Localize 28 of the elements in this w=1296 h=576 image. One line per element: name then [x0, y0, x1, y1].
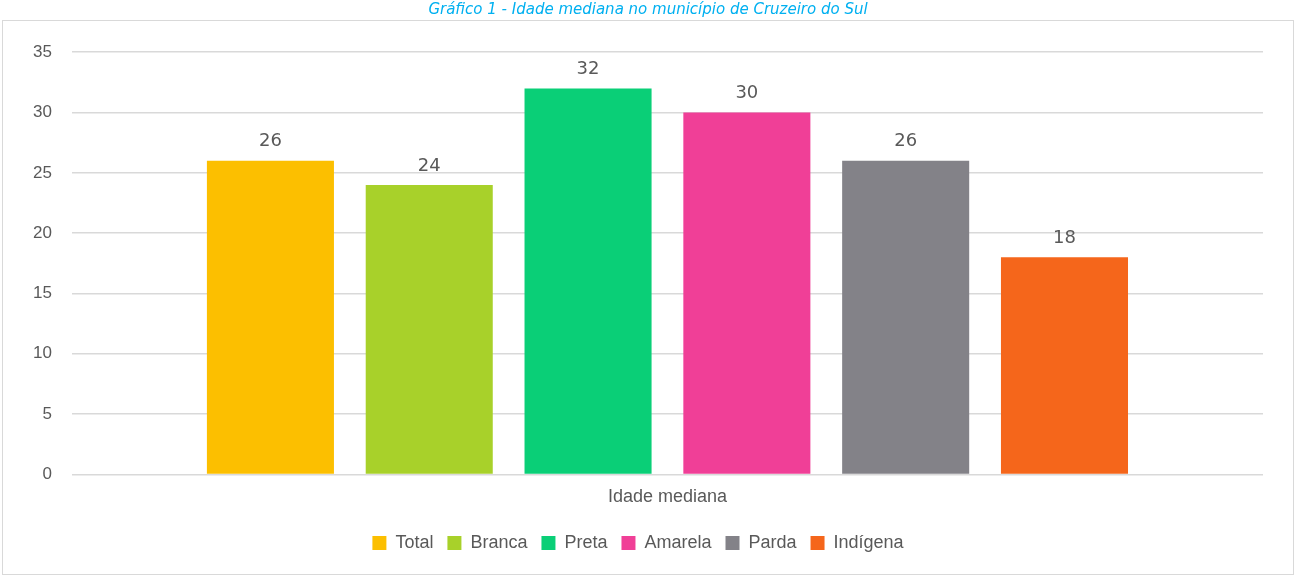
- bar: [365, 184, 493, 474]
- data-label: 26: [258, 129, 282, 151]
- bar: [1000, 257, 1129, 474]
- legend-label: Indígena: [833, 531, 905, 552]
- legend-label: Preta: [564, 531, 609, 552]
- y-tick-label: 10: [32, 343, 52, 363]
- legend-label: Parda: [748, 531, 798, 552]
- y-tick-label: 20: [32, 222, 52, 242]
- data-label: 32: [576, 57, 600, 79]
- bar: [206, 160, 334, 474]
- y-tick-label: 15: [32, 283, 52, 303]
- y-tick-label: 30: [32, 102, 52, 122]
- bar: [842, 160, 970, 474]
- legend-label: Branca: [470, 531, 529, 552]
- data-label: 24: [417, 153, 441, 175]
- bar: [524, 88, 652, 474]
- legend-label: Total: [395, 531, 434, 552]
- y-tick-label: 5: [42, 403, 52, 423]
- y-tick-label: 35: [32, 41, 52, 61]
- data-label: 30: [735, 81, 759, 103]
- legend-label: Amarela: [644, 531, 713, 552]
- bar: [683, 112, 811, 474]
- data-label: 26: [894, 129, 918, 151]
- chart-title: Gráfico 1 - Idade mediana no município de Cruzeiro do Sul: [427, 0, 869, 18]
- y-tick-label: 0: [42, 464, 52, 484]
- x-tick-label: Idade mediana: [607, 486, 728, 507]
- data-label: 18: [1053, 225, 1076, 247]
- y-tick-label: 25: [32, 162, 52, 182]
